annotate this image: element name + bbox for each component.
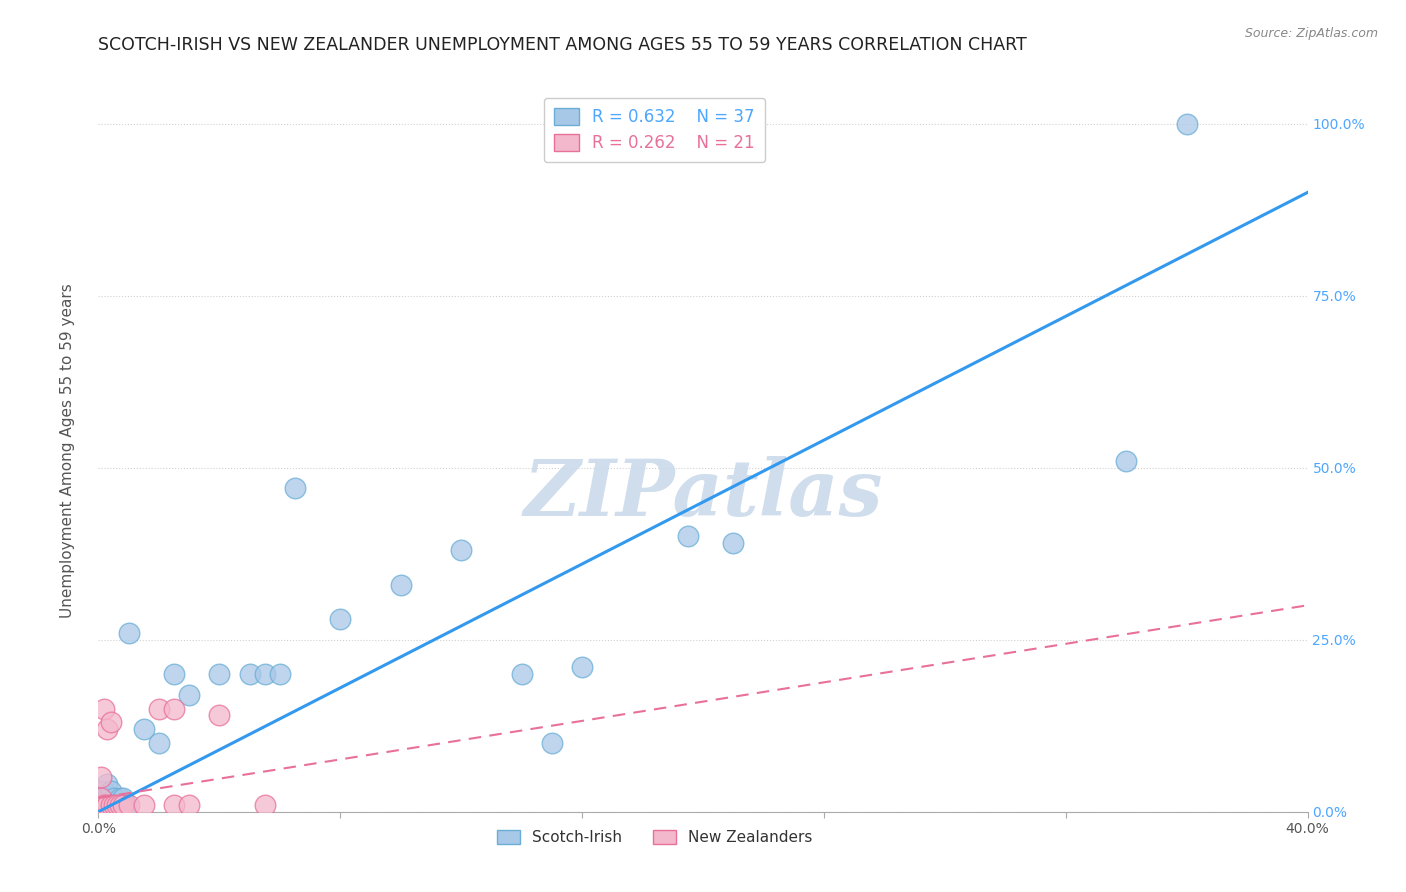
Point bbox=[329, 612, 352, 626]
Text: SCOTCH-IRISH VS NEW ZEALANDER UNEMPLOYMENT AMONG AGES 55 TO 59 YEARS CORRELATION: SCOTCH-IRISH VS NEW ZEALANDER UNEMPLOYME… bbox=[98, 36, 1028, 54]
Point bbox=[90, 784, 112, 798]
Point bbox=[96, 722, 118, 736]
Point bbox=[253, 797, 276, 812]
Point bbox=[118, 625, 141, 640]
Point bbox=[163, 701, 186, 715]
Point bbox=[284, 481, 307, 495]
Text: ZIPatlas: ZIPatlas bbox=[523, 456, 883, 532]
Point bbox=[179, 797, 201, 812]
Point bbox=[208, 708, 231, 723]
Point bbox=[93, 784, 115, 798]
Point bbox=[93, 791, 115, 805]
Point bbox=[100, 797, 122, 812]
Point bbox=[90, 791, 112, 805]
Point bbox=[239, 667, 262, 681]
Point bbox=[723, 536, 745, 550]
Point bbox=[389, 577, 412, 591]
Point bbox=[571, 660, 593, 674]
Point bbox=[148, 701, 170, 715]
Y-axis label: Unemployment Among Ages 55 to 59 years: Unemployment Among Ages 55 to 59 years bbox=[60, 283, 75, 618]
Point bbox=[103, 797, 125, 812]
Point bbox=[105, 797, 128, 812]
Point bbox=[450, 543, 472, 558]
Point bbox=[100, 715, 122, 730]
Point bbox=[90, 791, 112, 805]
Point bbox=[269, 667, 291, 681]
Point bbox=[96, 777, 118, 791]
Point bbox=[114, 797, 136, 812]
Text: Source: ZipAtlas.com: Source: ZipAtlas.com bbox=[1244, 27, 1378, 40]
Point bbox=[103, 791, 125, 805]
Point bbox=[96, 797, 118, 812]
Point bbox=[96, 797, 118, 812]
Point bbox=[90, 797, 112, 812]
Point bbox=[163, 797, 186, 812]
Point bbox=[179, 688, 201, 702]
Point bbox=[148, 736, 170, 750]
Point bbox=[676, 529, 699, 543]
Point bbox=[108, 797, 131, 812]
Point bbox=[100, 784, 122, 798]
Legend: Scotch-Irish, New Zealanders: Scotch-Irish, New Zealanders bbox=[491, 823, 818, 851]
Point bbox=[132, 722, 155, 736]
Point bbox=[118, 797, 141, 812]
Point bbox=[132, 797, 155, 812]
Point bbox=[103, 797, 125, 812]
Point bbox=[100, 797, 122, 812]
Point bbox=[1175, 117, 1198, 131]
Point bbox=[253, 667, 276, 681]
Point bbox=[111, 797, 134, 812]
Point bbox=[540, 736, 562, 750]
Point bbox=[93, 797, 115, 812]
Point bbox=[96, 791, 118, 805]
Point bbox=[208, 667, 231, 681]
Point bbox=[90, 770, 112, 784]
Point bbox=[105, 797, 128, 812]
Point bbox=[90, 797, 112, 812]
Point bbox=[163, 667, 186, 681]
Point bbox=[1115, 454, 1137, 468]
Point bbox=[510, 667, 533, 681]
Point bbox=[108, 791, 131, 805]
Point bbox=[93, 797, 115, 812]
Point bbox=[111, 791, 134, 805]
Point bbox=[93, 701, 115, 715]
